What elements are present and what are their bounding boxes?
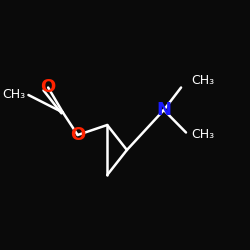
Text: N: N [156,101,171,119]
Text: CH₃: CH₃ [191,74,214,86]
Text: CH₃: CH₃ [191,128,214,141]
Text: O: O [70,126,85,144]
Text: O: O [40,78,56,96]
Text: CH₃: CH₃ [2,88,25,102]
